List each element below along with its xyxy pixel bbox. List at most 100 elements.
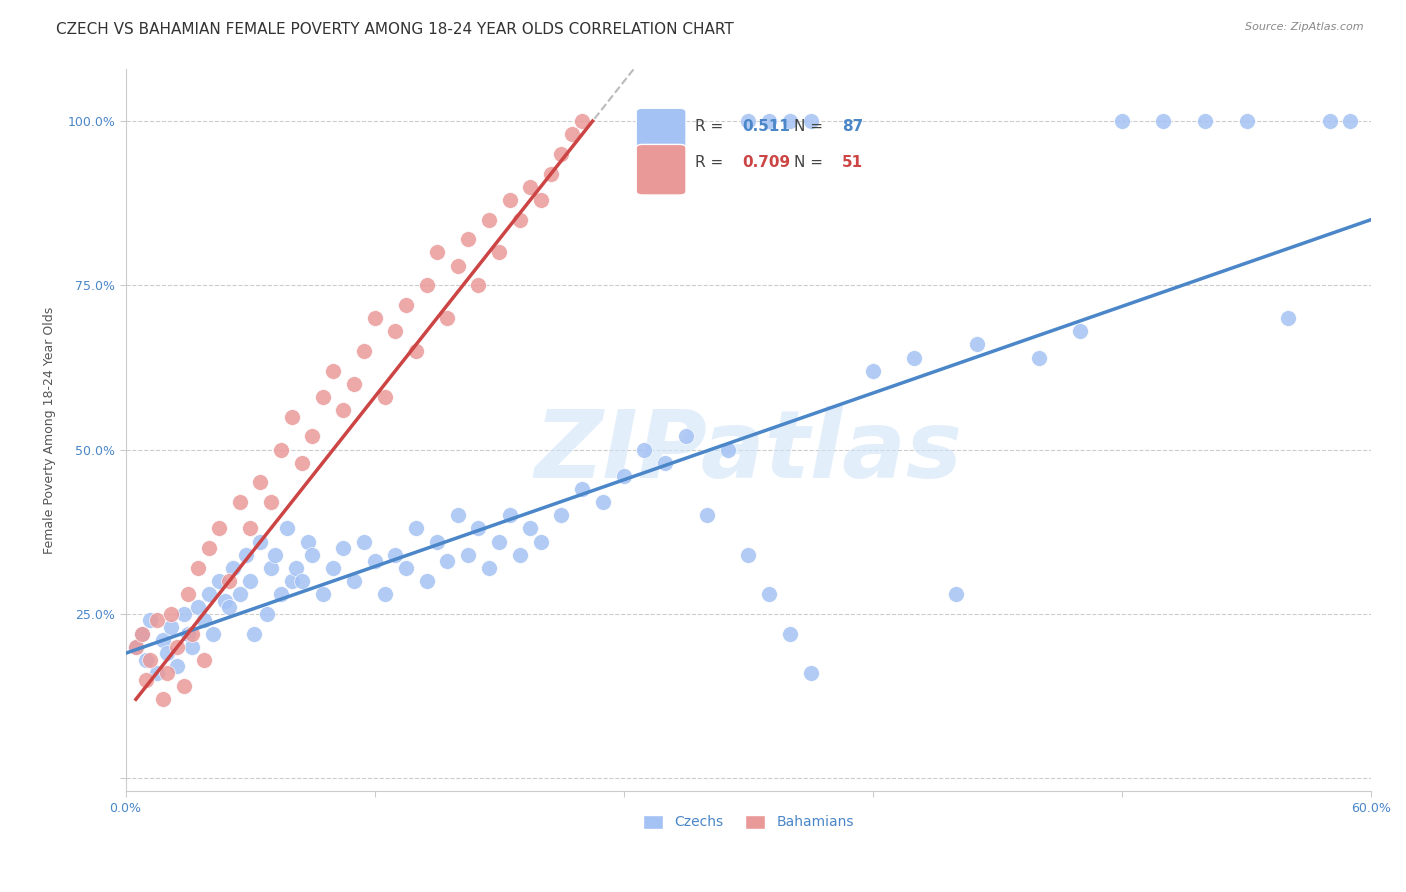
Point [177, 587, 200, 601]
Point [214, 593, 236, 607]
Point [716, 442, 738, 457]
Point [173, 607, 195, 621]
Point [343, 376, 366, 391]
Point [181, 626, 204, 640]
Point [139, 653, 162, 667]
Point [426, 534, 449, 549]
Point [903, 351, 925, 365]
Point [519, 521, 541, 535]
Point [249, 475, 271, 490]
Text: 87: 87 [842, 120, 863, 134]
Point [249, 534, 271, 549]
Point [353, 534, 375, 549]
Point [291, 574, 314, 588]
Point [297, 534, 319, 549]
Point [239, 521, 262, 535]
Point [478, 212, 501, 227]
Point [561, 127, 583, 141]
Point [239, 574, 262, 588]
Point [447, 508, 470, 523]
Point [166, 640, 188, 654]
Point [1111, 114, 1133, 128]
Point [405, 521, 427, 535]
Point [1319, 114, 1341, 128]
Point [353, 344, 375, 359]
Point [779, 626, 801, 640]
Point [243, 626, 266, 640]
Point [395, 561, 418, 575]
Point [135, 673, 157, 687]
Text: 51: 51 [842, 155, 863, 170]
Point [374, 587, 396, 601]
Point [201, 626, 224, 640]
Point [478, 561, 501, 575]
Point [276, 521, 298, 535]
Point [654, 456, 676, 470]
Point [550, 508, 572, 523]
Point [457, 548, 479, 562]
Point [280, 574, 302, 588]
Point [284, 561, 307, 575]
Point [312, 587, 335, 601]
Point [322, 561, 344, 575]
Point [301, 548, 323, 562]
Point [197, 541, 219, 556]
Point [1194, 114, 1216, 128]
Point [181, 640, 204, 654]
Point [426, 245, 449, 260]
Point [160, 620, 183, 634]
Point [291, 456, 314, 470]
Point [592, 495, 614, 509]
Point [467, 521, 489, 535]
Point [301, 429, 323, 443]
Point [613, 469, 636, 483]
Point [384, 548, 406, 562]
Point [436, 554, 458, 568]
Point [696, 508, 718, 523]
Point [363, 311, 385, 326]
Point [312, 390, 335, 404]
Point [945, 587, 967, 601]
Point [187, 561, 209, 575]
Point [488, 534, 510, 549]
Point [384, 324, 406, 338]
Point [193, 614, 215, 628]
Point [966, 337, 988, 351]
Point [758, 114, 780, 128]
Point [633, 442, 655, 457]
FancyBboxPatch shape [636, 145, 686, 195]
Point [374, 390, 396, 404]
Point [135, 653, 157, 667]
Point [415, 574, 437, 588]
Point [530, 534, 553, 549]
Point [1339, 114, 1361, 128]
Point [332, 541, 354, 556]
Point [571, 482, 593, 496]
Point [218, 600, 240, 615]
Point [152, 633, 174, 648]
Point [125, 640, 148, 654]
Point [1069, 324, 1091, 338]
Point [363, 554, 385, 568]
Point [280, 409, 302, 424]
Text: 0.709: 0.709 [742, 155, 790, 170]
Point [173, 679, 195, 693]
Point [139, 614, 162, 628]
Point [498, 508, 520, 523]
Point [332, 403, 354, 417]
Point [498, 193, 520, 207]
Point [436, 311, 458, 326]
Point [862, 364, 884, 378]
Point [152, 692, 174, 706]
Text: N =: N = [794, 155, 828, 170]
Y-axis label: Female Poverty Among 18-24 Year Olds: Female Poverty Among 18-24 Year Olds [44, 306, 56, 554]
Point [125, 640, 148, 654]
Point [228, 587, 250, 601]
Point [193, 653, 215, 667]
Point [509, 548, 531, 562]
Point [208, 521, 231, 535]
Point [800, 114, 823, 128]
Point [177, 626, 200, 640]
Point [264, 548, 287, 562]
Point [1153, 114, 1175, 128]
